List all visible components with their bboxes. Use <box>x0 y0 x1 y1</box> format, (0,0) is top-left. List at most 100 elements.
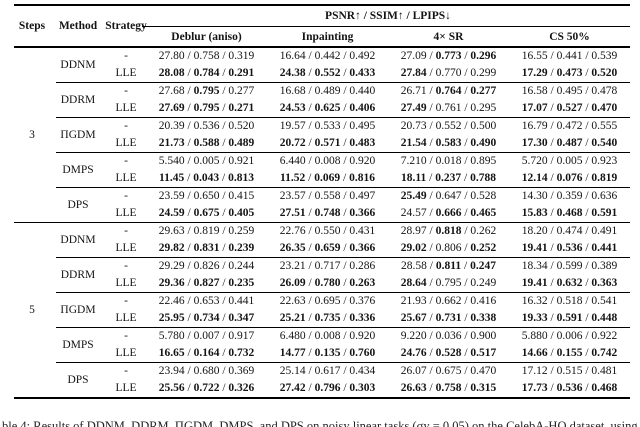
metric-value: 0.764 <box>435 84 462 97</box>
table-row: -23.59 / 0.650 / 0.415 23.57 / 0.558 / 0.… <box>14 188 630 205</box>
metric-cell: 28.58 / 0.811 / 0.247 <box>388 258 509 275</box>
metric-value: 0.540 <box>591 136 618 149</box>
metric-value: 14.77 <box>279 347 306 359</box>
metric-value: 18.34 <box>521 260 548 272</box>
value-separator: / <box>461 242 471 254</box>
metric-value: 27.80 <box>158 49 185 62</box>
metric-value: 0.552 <box>435 119 462 132</box>
metric-value: 17.12 <box>521 365 548 377</box>
metric-value: 0.617 <box>314 365 341 377</box>
metric-value: 0.431 <box>349 225 376 237</box>
value-separator: / <box>426 119 436 132</box>
metric-value: 26.35 <box>279 242 306 254</box>
value-separator: / <box>305 295 315 307</box>
metric-cell: 22.63 / 0.695 / 0.376 <box>267 293 388 310</box>
metric-cell: 27.09 / 0.773 / 0.296 <box>388 48 509 65</box>
metric-value: 0.415 <box>228 189 255 202</box>
table-row: LLE 16.65 / 0.164 / 0.732 14.77 / 0.135 / … <box>14 345 630 362</box>
metric-value: 0.900 <box>470 330 497 342</box>
value-separator: / <box>184 84 194 97</box>
metric-cell: 5.720 / 0.005 / 0.923 <box>509 153 630 170</box>
metric-cell: 17.73 / 0.536 / 0.468 <box>509 380 630 397</box>
metric-value: 0.920 <box>349 154 376 167</box>
metric-cell: 18.20 / 0.474 / 0.491 <box>509 223 630 240</box>
value-separator: / <box>461 382 471 394</box>
value-separator: / <box>426 330 436 342</box>
method-separator-rule <box>56 327 630 328</box>
method-label: DPS <box>67 374 89 386</box>
metric-value: 0.625 <box>314 101 341 114</box>
metric-value: 0.518 <box>556 295 583 307</box>
value-separator: / <box>219 101 229 114</box>
value-separator: / <box>340 154 350 167</box>
value-separator: / <box>582 154 592 167</box>
value-separator: / <box>305 119 315 132</box>
value-separator: / <box>340 347 350 359</box>
metric-value: 0.528 <box>435 347 462 359</box>
metric-value: 0.517 <box>470 347 497 359</box>
metric-value: 0.922 <box>591 330 618 342</box>
value-separator: / <box>184 206 194 219</box>
metric-value: 0.069 <box>314 171 341 184</box>
metric-value: 29.02 <box>400 242 427 254</box>
value-separator: / <box>547 277 557 289</box>
metric-cell: 27.51 / 0.748 / 0.366 <box>267 205 388 222</box>
metric-cell: 20.73 / 0.552 / 0.500 <box>388 118 509 135</box>
value-separator: / <box>547 260 557 272</box>
value-separator: / <box>305 171 315 184</box>
value-separator: / <box>184 225 194 237</box>
metric-value: 0.363 <box>591 277 618 289</box>
metric-value: 0.819 <box>591 171 618 184</box>
value-separator: / <box>184 136 194 149</box>
value-separator: / <box>461 154 471 167</box>
metric-value: 14.30 <box>521 189 548 202</box>
metric-value: 19.41 <box>521 277 548 289</box>
metric-cell: 18.34 / 0.599 / 0.389 <box>509 258 630 275</box>
metric-value: 0.731 <box>435 312 462 324</box>
metric-cell: 11.45 / 0.043 / 0.813 <box>146 170 267 187</box>
metric-value: 0.470 <box>591 101 618 114</box>
metric-value: 0.497 <box>349 189 376 202</box>
value-separator: / <box>305 365 315 377</box>
metric-value: 0.495 <box>349 119 376 132</box>
value-separator: / <box>582 365 592 377</box>
metric-value: 22.63 <box>279 295 306 307</box>
column-header-steps: Steps <box>18 20 46 32</box>
metric-cell: 24.76 / 0.528 / 0.517 <box>388 345 509 362</box>
value-separator: / <box>547 84 557 97</box>
metric-value: 0.921 <box>228 154 255 167</box>
metric-value: 0.006 <box>556 330 583 342</box>
metric-value: 0.347 <box>228 312 255 324</box>
metric-value: 0.796 <box>314 382 341 394</box>
metric-value: 0.366 <box>349 206 376 219</box>
metric-cell: 14.66 / 0.155 / 0.742 <box>509 345 630 362</box>
metric-value: 23.21 <box>279 260 306 272</box>
task-header-row: Deblur (aniso) Inpainting 4× SR CS 50% <box>146 27 630 46</box>
metric-value: 0.008 <box>314 154 341 167</box>
value-separator: / <box>582 382 592 394</box>
value-separator: / <box>426 242 436 254</box>
metric-value: 27.51 <box>279 206 306 219</box>
metric-cell: 14.30 / 0.359 / 0.636 <box>509 188 630 205</box>
value-separator: / <box>340 49 350 62</box>
results-table: Steps Method Strategy PSNR↑ / SSIM↑ / LP… <box>14 4 630 399</box>
value-separator: / <box>305 277 315 289</box>
metric-value: 0.448 <box>591 312 618 324</box>
metric-value: 15.83 <box>521 206 548 219</box>
value-separator: / <box>582 119 592 132</box>
metric-value: 9.220 <box>400 330 427 342</box>
value-separator: / <box>184 260 194 272</box>
method-block: -22.46 / 0.653 / 0.441 22.63 / 0.695 / 0.… <box>14 293 630 327</box>
metric-value: 5.720 <box>521 154 548 167</box>
metric-cell: 24.38 / 0.552 / 0.433 <box>267 65 388 82</box>
metric-value: 0.552 <box>314 66 341 79</box>
metric-cell: 5.780 / 0.007 / 0.917 <box>146 328 267 345</box>
strategy-cell: LLE <box>115 136 137 149</box>
metric-cell: 17.07 / 0.527 / 0.470 <box>509 100 630 117</box>
metric-value: 0.784 <box>193 66 220 79</box>
metric-value: 17.30 <box>521 136 548 149</box>
metric-value: 25.49 <box>400 189 427 202</box>
value-separator: / <box>219 171 229 184</box>
value-separator: / <box>461 84 471 97</box>
value-separator: / <box>582 171 592 184</box>
